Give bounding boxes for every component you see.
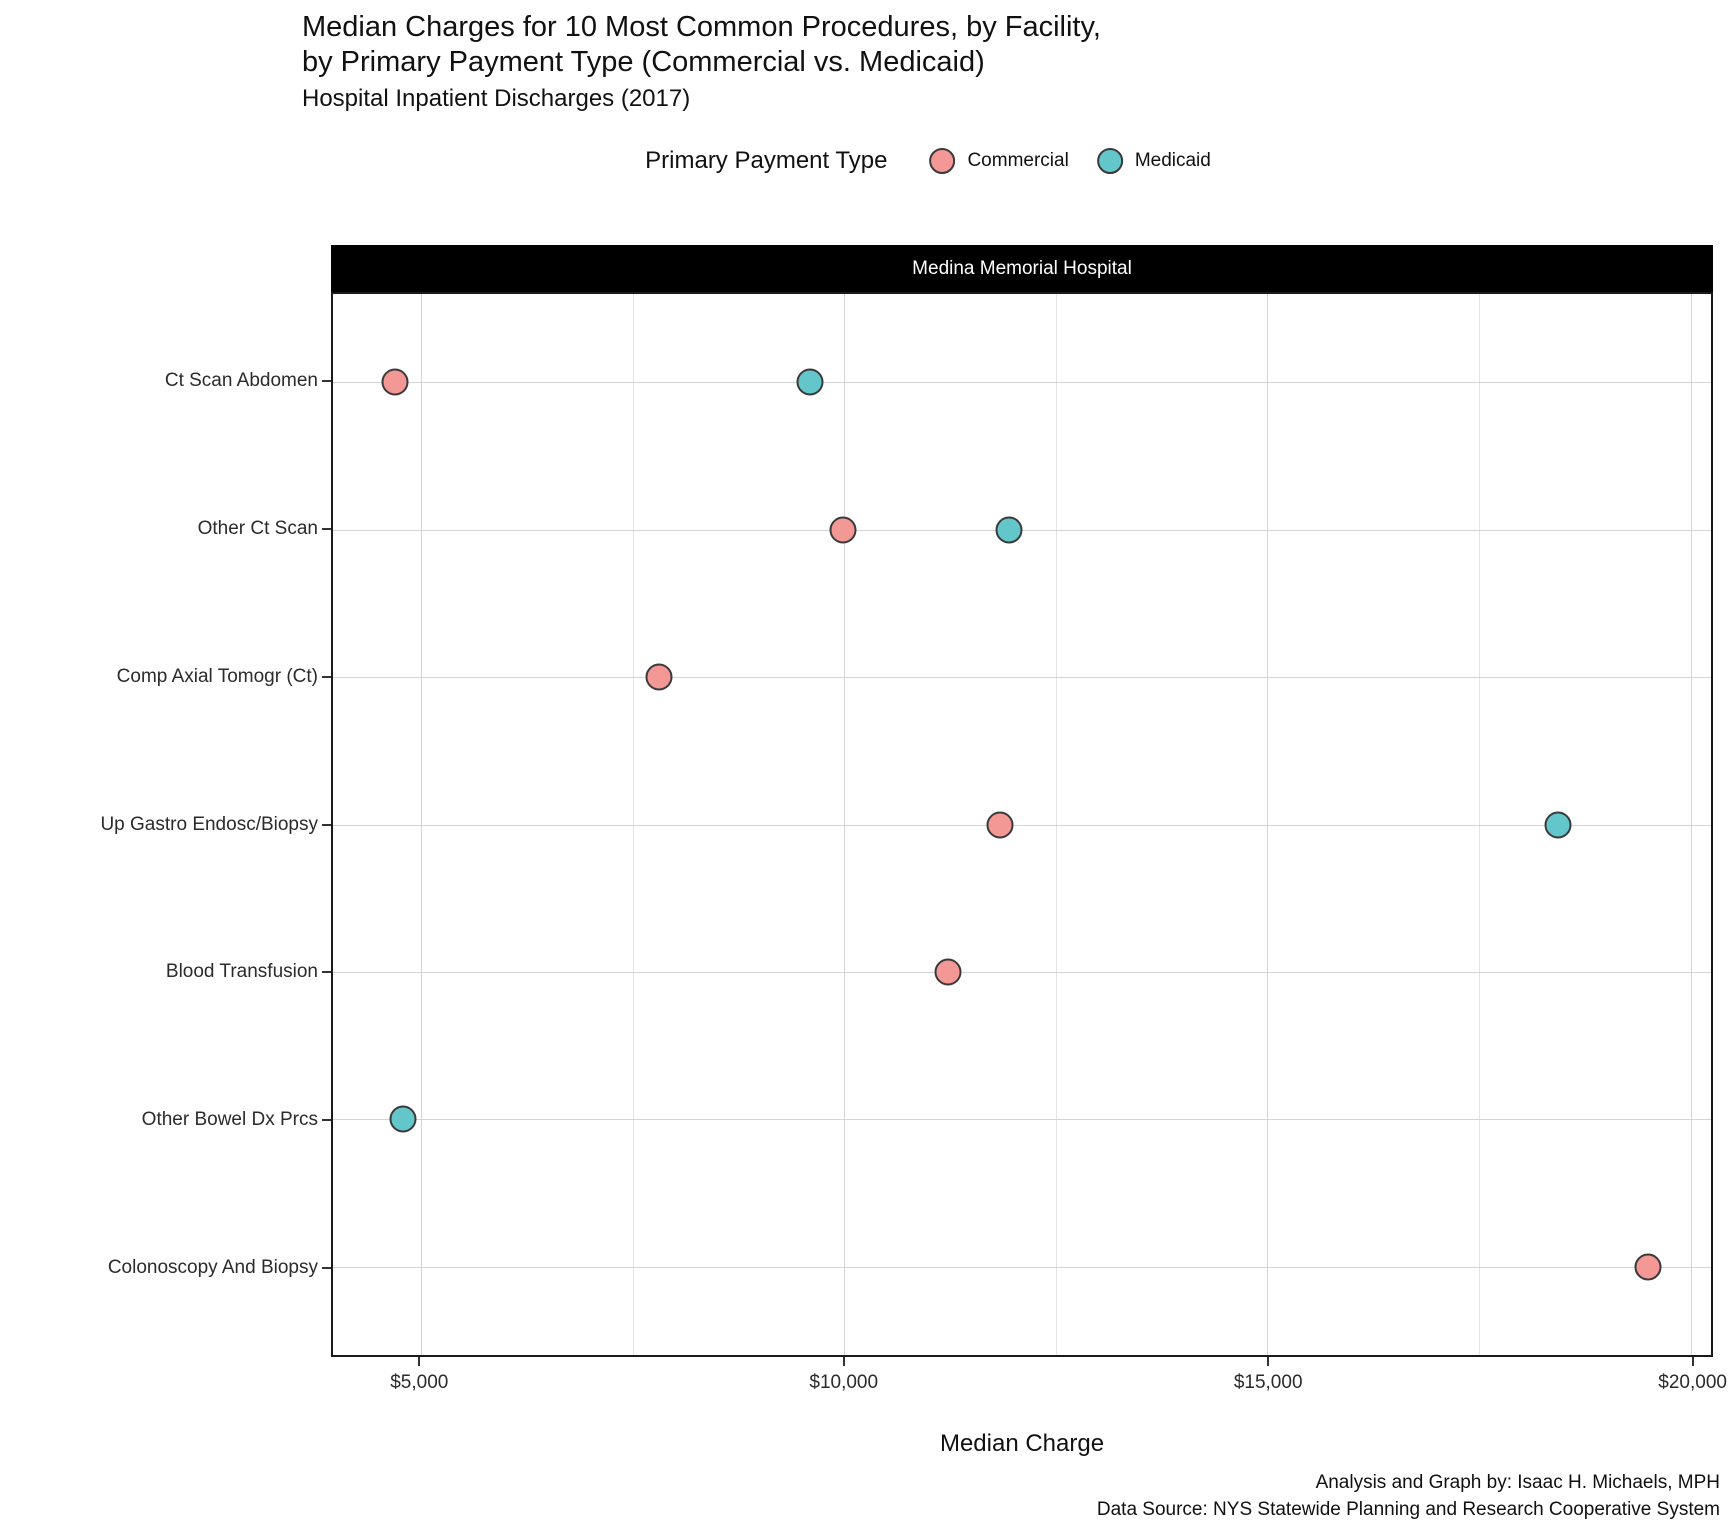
chart-subtitle: Hospital Inpatient Discharges (2017) xyxy=(302,85,691,112)
y-axis-label: Other Ct Scan xyxy=(197,517,318,539)
x-axis-tick xyxy=(842,1357,845,1366)
y-axis-label: Ct Scan Abdomen xyxy=(164,369,318,391)
y-major-gridline xyxy=(333,1119,1711,1121)
legend-key-circle-icon xyxy=(1096,148,1123,174)
legend-item-commercial: Commercial xyxy=(929,148,1069,174)
facet-strip-label: Medina Memorial Hospital xyxy=(912,257,1132,279)
credits-caption: Analysis and Graph by: Isaac H. Michaels… xyxy=(1096,1472,1720,1520)
y-axis-tick xyxy=(322,1119,331,1122)
data-point-medicaid xyxy=(796,368,824,396)
y-axis-label: Blood Transfusion xyxy=(165,961,318,983)
data-point-commercial xyxy=(1634,1253,1662,1281)
x-axis-tick-label: $15,000 xyxy=(1233,1372,1303,1393)
x-axis-tick xyxy=(1691,1357,1694,1366)
data-point-commercial xyxy=(645,663,673,691)
data-point-commercial xyxy=(986,811,1014,838)
y-axis-tick xyxy=(322,527,331,530)
legend-title: Primary Payment Type xyxy=(645,147,888,174)
x-axis-tick-label: $20,000 xyxy=(1658,1372,1727,1393)
x-axis-tick xyxy=(418,1357,421,1366)
y-axis-tick xyxy=(322,971,331,974)
legend-item-label: Medicaid xyxy=(1134,150,1211,171)
x-axis-tick xyxy=(1267,1357,1270,1366)
legend-item-label: Commercial xyxy=(967,150,1069,171)
y-major-gridline xyxy=(333,824,1711,826)
y-major-gridline xyxy=(333,971,1711,973)
legend-key-circle-icon xyxy=(929,148,956,174)
data-point-commercial xyxy=(934,958,962,986)
y-axis-tick xyxy=(322,1267,331,1270)
data-point-medicaid xyxy=(1544,811,1572,838)
y-axis-tick xyxy=(322,823,331,826)
y-axis-tick xyxy=(322,379,331,382)
facet-strip: Medina Memorial Hospital xyxy=(331,245,1713,292)
chart-title: Median Charges for 10 Most Common Proced… xyxy=(302,11,1101,79)
y-axis-label: Other Bowel Dx Prcs xyxy=(141,1109,318,1131)
y-axis-tick xyxy=(322,675,331,678)
legend: Primary Payment Type Commercial Medicaid xyxy=(645,147,1211,175)
x-axis-title: Median Charge xyxy=(939,1430,1105,1457)
y-major-gridline xyxy=(333,677,1711,679)
data-point-commercial xyxy=(829,516,857,544)
y-major-gridline xyxy=(333,1266,1711,1268)
plot-panel xyxy=(331,292,1713,1357)
y-axis-label: Up Gastro Endosc/Biopsy xyxy=(100,813,318,835)
data-point-medicaid xyxy=(389,1105,417,1133)
y-axis-label: Colonoscopy And Biopsy xyxy=(107,1257,318,1279)
y-major-gridline xyxy=(333,382,1711,384)
data-point-commercial xyxy=(381,368,409,396)
y-axis-label: Comp Axial Tomogr (Ct) xyxy=(116,665,318,687)
x-axis-tick-label: $5,000 xyxy=(390,1372,449,1393)
x-axis-tick-label: $10,000 xyxy=(809,1372,879,1393)
legend-item-medicaid: Medicaid xyxy=(1096,148,1211,174)
data-point-medicaid xyxy=(995,516,1023,544)
